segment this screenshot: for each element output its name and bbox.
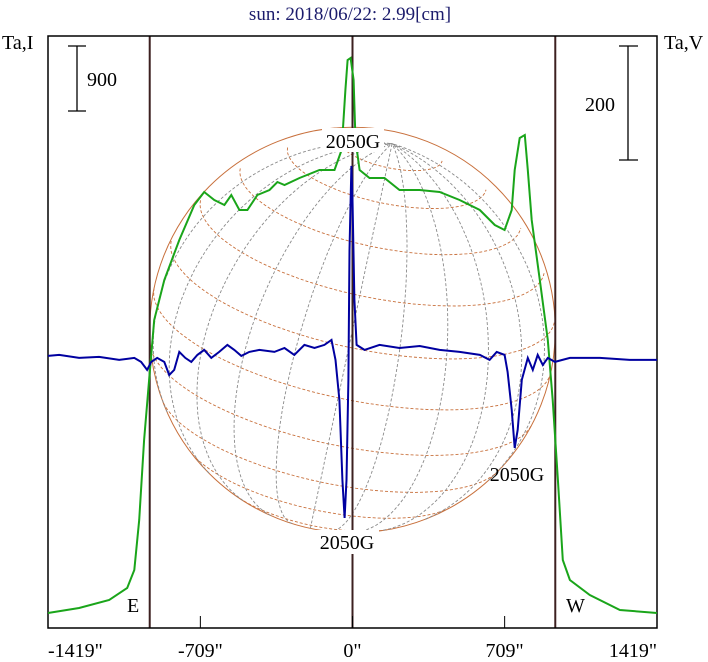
x-axis: -1419" -709" 0" 709" 1419" xyxy=(47,616,658,662)
annotation-top: 2050G xyxy=(326,131,380,153)
scale-bar-right-label: 200 xyxy=(585,94,615,116)
longitude-line xyxy=(196,143,393,501)
latitude-line xyxy=(170,240,555,360)
longitude-line xyxy=(383,143,489,531)
series-ta-i-line xyxy=(47,56,658,614)
annotation-bottom: 2050G xyxy=(320,532,374,554)
longitude-line xyxy=(351,143,449,534)
latitude-line xyxy=(163,402,496,493)
latitude-line xyxy=(199,200,545,307)
scale-bar-left-label: 900 xyxy=(87,69,117,91)
solar-globe-grid xyxy=(149,126,556,534)
x-tick-label: -709" xyxy=(178,640,223,662)
longitude-line xyxy=(328,143,408,532)
latitude-line xyxy=(239,168,522,256)
x-tick-label: -1419" xyxy=(48,640,103,662)
left-axis-label: Ta,I xyxy=(2,32,33,54)
annotation-right-spot: 2050G xyxy=(490,464,544,486)
chart-title: sun: 2018/06/22: 2.99[cm] xyxy=(249,4,451,25)
longitude-line xyxy=(391,143,523,520)
latitude-line xyxy=(191,453,449,519)
x-tick-label: 0" xyxy=(343,640,361,662)
longitude-line xyxy=(309,143,393,529)
longitude-line xyxy=(391,143,545,481)
longitude-line xyxy=(168,143,393,474)
label-bg xyxy=(315,530,379,554)
label-bg xyxy=(322,128,384,152)
scale-bar-left: 900 xyxy=(68,45,117,112)
scale-bar-right: 200 xyxy=(585,45,638,161)
east-label: E xyxy=(127,595,139,617)
longitude-line xyxy=(275,143,393,525)
west-label: W xyxy=(566,595,585,617)
latitude-line xyxy=(239,498,388,532)
longitude-line xyxy=(233,143,393,516)
right-axis-label: Ta,V xyxy=(664,32,704,54)
longitude-line xyxy=(152,141,393,413)
x-tick-label: 709" xyxy=(486,640,524,662)
x-tick-label: 1419" xyxy=(609,640,657,662)
series-ta-v-line xyxy=(47,165,657,519)
